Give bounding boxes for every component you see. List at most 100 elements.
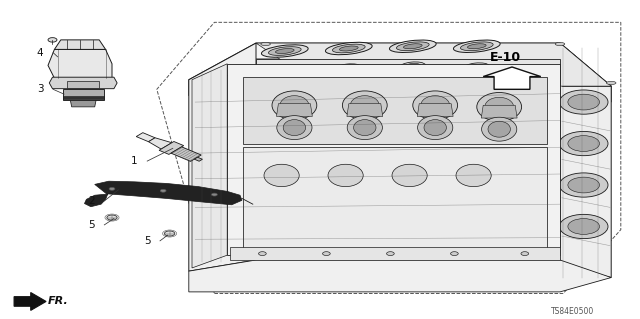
Ellipse shape [259, 252, 266, 256]
Ellipse shape [277, 116, 312, 140]
Ellipse shape [413, 91, 458, 120]
Text: 1: 1 [131, 156, 138, 166]
Polygon shape [227, 64, 560, 255]
Ellipse shape [323, 252, 330, 256]
Ellipse shape [109, 188, 115, 190]
Polygon shape [189, 260, 611, 292]
Ellipse shape [261, 42, 270, 46]
Polygon shape [136, 133, 155, 142]
Polygon shape [276, 104, 312, 116]
Polygon shape [49, 77, 117, 89]
Polygon shape [230, 247, 560, 260]
Ellipse shape [568, 94, 600, 110]
Polygon shape [54, 40, 106, 49]
Ellipse shape [325, 42, 372, 55]
Ellipse shape [482, 117, 517, 141]
Text: 2: 2 [88, 196, 95, 206]
Ellipse shape [214, 149, 235, 164]
Ellipse shape [275, 48, 294, 54]
Polygon shape [266, 64, 304, 89]
Ellipse shape [607, 81, 616, 85]
Ellipse shape [467, 44, 486, 49]
Ellipse shape [453, 40, 500, 52]
Ellipse shape [485, 97, 514, 116]
Polygon shape [192, 64, 227, 268]
Polygon shape [483, 67, 541, 89]
Ellipse shape [204, 105, 245, 132]
Ellipse shape [211, 193, 218, 196]
Ellipse shape [559, 173, 608, 197]
Ellipse shape [342, 91, 387, 120]
Ellipse shape [211, 110, 237, 126]
Ellipse shape [214, 185, 234, 197]
Ellipse shape [392, 164, 428, 187]
Ellipse shape [284, 120, 306, 136]
Ellipse shape [488, 121, 511, 137]
Text: 5: 5 [88, 220, 95, 230]
Polygon shape [256, 43, 611, 86]
Ellipse shape [568, 136, 600, 152]
Ellipse shape [332, 44, 365, 53]
Ellipse shape [264, 164, 300, 187]
Ellipse shape [559, 214, 608, 239]
Text: E-10: E-10 [490, 51, 521, 64]
Ellipse shape [389, 40, 436, 52]
Polygon shape [159, 142, 184, 154]
Polygon shape [394, 61, 432, 86]
Polygon shape [48, 49, 112, 78]
Text: 4: 4 [37, 48, 44, 58]
Polygon shape [194, 70, 253, 185]
Ellipse shape [460, 42, 493, 51]
Ellipse shape [277, 68, 292, 73]
Ellipse shape [424, 120, 447, 136]
Ellipse shape [164, 231, 175, 236]
Ellipse shape [568, 219, 600, 234]
Ellipse shape [160, 189, 166, 192]
Ellipse shape [268, 47, 301, 56]
Ellipse shape [421, 96, 450, 115]
Ellipse shape [469, 64, 484, 70]
Ellipse shape [568, 177, 600, 193]
Ellipse shape [328, 164, 364, 187]
Ellipse shape [400, 62, 426, 70]
Ellipse shape [351, 96, 379, 115]
Polygon shape [560, 43, 611, 278]
Polygon shape [256, 59, 560, 86]
Ellipse shape [403, 44, 422, 49]
Ellipse shape [206, 144, 242, 168]
Ellipse shape [341, 65, 356, 70]
Polygon shape [481, 105, 517, 118]
Polygon shape [63, 89, 104, 100]
Polygon shape [330, 62, 368, 88]
Polygon shape [67, 81, 99, 88]
Polygon shape [148, 138, 172, 149]
Ellipse shape [418, 116, 453, 140]
Ellipse shape [405, 63, 420, 69]
Ellipse shape [477, 93, 522, 121]
Polygon shape [195, 157, 202, 161]
Ellipse shape [48, 38, 57, 42]
Polygon shape [347, 104, 383, 116]
Ellipse shape [451, 252, 458, 256]
Ellipse shape [272, 66, 298, 74]
Polygon shape [243, 77, 547, 144]
Ellipse shape [272, 91, 317, 120]
Polygon shape [417, 104, 453, 116]
Ellipse shape [261, 45, 308, 57]
Ellipse shape [556, 42, 564, 46]
Ellipse shape [521, 252, 529, 256]
Polygon shape [14, 293, 46, 310]
Ellipse shape [280, 96, 309, 115]
Ellipse shape [353, 120, 376, 136]
Polygon shape [189, 43, 611, 102]
Polygon shape [70, 100, 96, 107]
Polygon shape [63, 96, 104, 99]
Text: 5: 5 [144, 236, 150, 246]
Text: TS84E0500: TS84E0500 [551, 307, 595, 315]
Ellipse shape [387, 252, 394, 256]
Ellipse shape [208, 181, 240, 202]
Polygon shape [458, 61, 496, 86]
Ellipse shape [559, 131, 608, 156]
Text: FR.: FR. [48, 296, 68, 307]
Ellipse shape [396, 42, 429, 51]
